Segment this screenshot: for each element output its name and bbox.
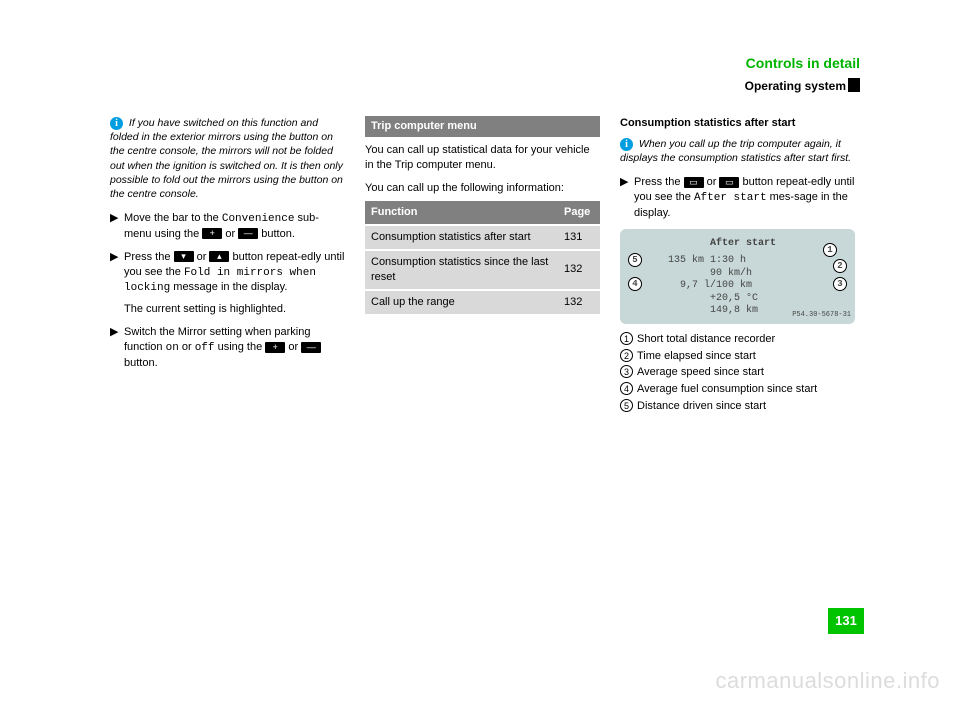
watermark: carmanualsonline.info (715, 668, 940, 694)
info-icon: i (110, 117, 123, 130)
legend-num: 2 (620, 349, 633, 362)
callout-2: 2 (833, 259, 847, 273)
step-1: ▶ Move the bar to the Convenience sub-me… (110, 211, 345, 242)
note-text: If you have switched on this function an… (110, 117, 343, 200)
step-body: Press the ▾ or ▴ button repeat-edly unti… (124, 250, 345, 317)
legend-row: 3Average speed since start (620, 365, 855, 380)
info-note: i When you call up the trip computer aga… (620, 137, 855, 165)
page-button-icon: ▭ (684, 177, 704, 188)
sub-heading: Consumption statistics after start (620, 116, 855, 131)
step-body: Switch the Mirror setting when parking f… (124, 325, 345, 371)
table-header: Page (558, 201, 600, 225)
legend-num: 5 (620, 399, 633, 412)
step-body: Press the ▭ or ▭ button repeat-edly unti… (634, 175, 855, 221)
table-header: Function (365, 201, 558, 225)
callout-1: 1 (823, 243, 837, 257)
step-body: Move the bar to the Convenience sub-menu… (124, 211, 345, 242)
table-header-row: Function Page (365, 201, 600, 225)
table-row: Call up the range 132 (365, 290, 600, 314)
legend-row: 2Time elapsed since start (620, 349, 855, 364)
instrument-display-figure: After start 135 km 1:30 h 90 km/h 9,7 l/… (620, 229, 855, 324)
column-2: Trip computer menu You can call up stati… (365, 116, 600, 416)
callout-5: 5 (628, 253, 642, 267)
legend-num: 1 (620, 332, 633, 345)
step-follow: The current setting is highlighted. (124, 303, 286, 315)
info-note: i If you have switched on this function … (110, 116, 345, 201)
thumb-index-marker (848, 78, 860, 92)
page-number: 131 (828, 608, 864, 634)
step-marker: ▶ (110, 211, 124, 242)
step-marker: ▶ (110, 325, 124, 371)
legend-row: 4Average fuel consumption since start (620, 382, 855, 397)
section-title: Operating system (745, 79, 846, 93)
function-table: Function Page Consumption statistics aft… (365, 201, 600, 313)
plus-button-icon: + (202, 228, 222, 239)
legend-row: 1Short total distance recorder (620, 332, 855, 347)
legend: 1Short total distance recorder 2Time ela… (620, 332, 855, 414)
intro-text-1: You can call up statistical data for you… (365, 143, 600, 173)
plus-button-icon: + (265, 342, 285, 353)
legend-row: 5Distance driven since start (620, 399, 855, 414)
page-header: Controls in detail Operating system (110, 55, 860, 110)
info-icon: i (620, 138, 633, 151)
step-3: ▶ Switch the Mirror setting when parking… (110, 325, 345, 371)
step-2: ▶ Press the ▾ or ▴ button repeat-edly un… (110, 250, 345, 317)
callout-3: 3 (833, 277, 847, 291)
minus-button-icon: — (238, 228, 258, 239)
minus-button-icon: — (301, 342, 321, 353)
note-text: When you call up the trip computer again… (620, 138, 851, 164)
columns: i If you have switched on this function … (110, 116, 860, 416)
legend-num: 4 (620, 382, 633, 395)
intro-text-2: You can call up the following informatio… (365, 181, 600, 196)
step-marker: ▶ (110, 250, 124, 317)
chapter-title: Controls in detail (746, 55, 860, 71)
table-row: Consumption statistics since the last re… (365, 250, 600, 290)
table-row: Consumption statistics after start 131 (365, 225, 600, 250)
step-marker: ▶ (620, 175, 634, 221)
legend-num: 3 (620, 365, 633, 378)
menu-heading: Trip computer menu (365, 116, 600, 137)
step-1: ▶ Press the ▭ or ▭ button repeat-edly un… (620, 175, 855, 221)
page-button-icon: ▭ (719, 177, 739, 188)
page-content: Controls in detail Operating system i If… (110, 55, 860, 416)
up-button-icon: ▴ (209, 251, 229, 262)
column-1: i If you have switched on this function … (110, 116, 345, 416)
callout-4: 4 (628, 277, 642, 291)
down-button-icon: ▾ (174, 251, 194, 262)
column-3: Consumption statistics after start i Whe… (620, 116, 855, 416)
